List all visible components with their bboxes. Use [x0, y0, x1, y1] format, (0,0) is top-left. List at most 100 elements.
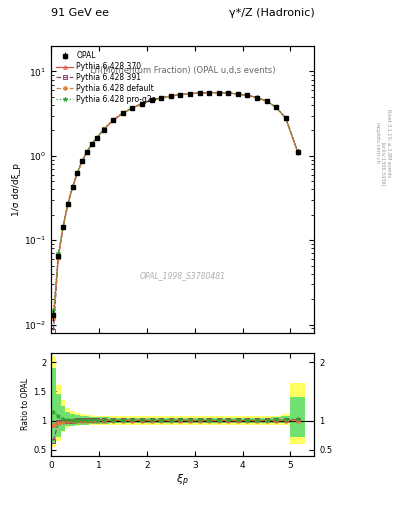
- Pythia 6.428 391: [121, 110, 125, 116]
- Pythia 6.428 370: [80, 158, 84, 164]
- Pythia 6.428 pro-g2o: [226, 90, 231, 96]
- Pythia 6.428 pro-g2o: [283, 115, 288, 121]
- Pythia 6.428 391: [295, 148, 300, 155]
- Pythia 6.428 391: [130, 105, 135, 111]
- Line: Pythia 6.428 370: Pythia 6.428 370: [52, 91, 299, 319]
- Pythia 6.428 391: [111, 117, 116, 123]
- Pythia 6.428 default: [235, 91, 240, 97]
- Pythia 6.428 pro-g2o: [66, 201, 70, 207]
- Pythia 6.428 pro-g2o: [207, 90, 211, 96]
- Pythia 6.428 pro-g2o: [94, 135, 99, 141]
- Y-axis label: 1/σ dσ/dξ_p: 1/σ dσ/dξ_p: [12, 163, 21, 216]
- Pythia 6.428 391: [80, 158, 84, 164]
- Text: mcplots.cern.ch: mcplots.cern.ch: [375, 122, 380, 164]
- Line: Pythia 6.428 pro-g2o: Pythia 6.428 pro-g2o: [51, 90, 300, 312]
- Pythia 6.428 391: [274, 104, 279, 111]
- Pythia 6.428 pro-g2o: [264, 98, 269, 104]
- Pythia 6.428 default: [121, 110, 125, 116]
- Pythia 6.428 default: [140, 101, 144, 107]
- Pythia 6.428 370: [245, 92, 250, 98]
- Legend: OPAL, Pythia 6.428 370, Pythia 6.428 391, Pythia 6.428 default, Pythia 6.428 pro: OPAL, Pythia 6.428 370, Pythia 6.428 391…: [54, 49, 159, 106]
- Pythia 6.428 370: [130, 105, 135, 111]
- Pythia 6.428 pro-g2o: [295, 148, 300, 155]
- Pythia 6.428 391: [216, 90, 221, 96]
- Pythia 6.428 default: [149, 97, 154, 103]
- Pythia 6.428 default: [66, 201, 70, 207]
- Pythia 6.428 391: [75, 169, 80, 176]
- Pythia 6.428 pro-g2o: [245, 92, 250, 98]
- Pythia 6.428 370: [51, 315, 56, 321]
- Pythia 6.428 391: [283, 115, 288, 121]
- Pythia 6.428 default: [264, 98, 269, 104]
- Pythia 6.428 pro-g2o: [111, 117, 116, 123]
- Pythia 6.428 default: [216, 90, 221, 96]
- Pythia 6.428 370: [94, 135, 99, 141]
- Pythia 6.428 391: [66, 201, 70, 207]
- Pythia 6.428 391: [159, 95, 163, 101]
- Pythia 6.428 391: [255, 95, 259, 101]
- Pythia 6.428 370: [295, 149, 300, 155]
- Pythia 6.428 pro-g2o: [187, 91, 192, 97]
- Pythia 6.428 pro-g2o: [80, 158, 84, 164]
- Pythia 6.428 default: [80, 158, 84, 164]
- Text: γ*/Z (Hadronic): γ*/Z (Hadronic): [229, 8, 314, 18]
- Pythia 6.428 370: [61, 224, 65, 230]
- Pythia 6.428 pro-g2o: [84, 148, 89, 155]
- Pythia 6.428 pro-g2o: [101, 126, 106, 132]
- X-axis label: $\xi_p$: $\xi_p$: [176, 472, 189, 489]
- Pythia 6.428 391: [94, 135, 99, 141]
- Pythia 6.428 default: [159, 95, 163, 101]
- Pythia 6.428 pro-g2o: [130, 104, 135, 111]
- Pythia 6.428 370: [90, 141, 94, 147]
- Pythia 6.428 default: [84, 148, 89, 155]
- Pythia 6.428 pro-g2o: [178, 92, 183, 98]
- Pythia 6.428 370: [169, 93, 173, 99]
- Pythia 6.428 default: [207, 90, 211, 96]
- Pythia 6.428 391: [264, 98, 269, 104]
- Pythia 6.428 391: [61, 224, 65, 230]
- Pythia 6.428 default: [130, 105, 135, 111]
- Pythia 6.428 370: [283, 115, 288, 121]
- Text: OPAL_1998_S3780481: OPAL_1998_S3780481: [140, 271, 226, 280]
- Pythia 6.428 pro-g2o: [61, 223, 65, 229]
- Pythia 6.428 pro-g2o: [75, 169, 80, 176]
- Pythia 6.428 391: [245, 92, 250, 98]
- Pythia 6.428 default: [283, 115, 288, 121]
- Pythia 6.428 370: [84, 148, 89, 155]
- Pythia 6.428 default: [245, 92, 250, 98]
- Pythia 6.428 391: [149, 97, 154, 103]
- Pythia 6.428 pro-g2o: [149, 97, 154, 103]
- Pythia 6.428 391: [226, 90, 231, 96]
- Pythia 6.428 pro-g2o: [235, 91, 240, 97]
- Pythia 6.428 default: [75, 169, 80, 176]
- Y-axis label: Ratio to OPAL: Ratio to OPAL: [21, 378, 30, 431]
- Pythia 6.428 default: [255, 95, 259, 101]
- Pythia 6.428 391: [51, 328, 56, 334]
- Pythia 6.428 pro-g2o: [70, 183, 75, 189]
- Pythia 6.428 pro-g2o: [216, 90, 221, 96]
- Pythia 6.428 391: [84, 148, 89, 155]
- Pythia 6.428 370: [235, 91, 240, 97]
- Pythia 6.428 391: [235, 91, 240, 97]
- Pythia 6.428 default: [90, 141, 94, 147]
- Pythia 6.428 370: [70, 184, 75, 190]
- Pythia 6.428 default: [197, 90, 202, 96]
- Pythia 6.428 default: [61, 224, 65, 230]
- Pythia 6.428 pro-g2o: [169, 93, 173, 99]
- Pythia 6.428 370: [101, 126, 106, 133]
- Pythia 6.428 370: [66, 201, 70, 207]
- Text: [arXiv:1306.3436]: [arXiv:1306.3436]: [381, 142, 386, 186]
- Text: Rivet 3.1.10; ≥ 2.8M events: Rivet 3.1.10; ≥ 2.8M events: [386, 109, 391, 178]
- Pythia 6.428 391: [140, 100, 144, 106]
- Pythia 6.428 pro-g2o: [274, 104, 279, 110]
- Pythia 6.428 370: [140, 100, 144, 106]
- Pythia 6.428 370: [226, 90, 231, 96]
- Pythia 6.428 pro-g2o: [197, 90, 202, 96]
- Pythia 6.428 pro-g2o: [255, 94, 259, 100]
- Pythia 6.428 391: [101, 126, 106, 133]
- Text: 91 GeV ee: 91 GeV ee: [51, 8, 109, 18]
- Pythia 6.428 pro-g2o: [159, 95, 163, 101]
- Pythia 6.428 default: [274, 104, 279, 111]
- Pythia 6.428 370: [187, 91, 192, 97]
- Pythia 6.428 pro-g2o: [56, 250, 61, 257]
